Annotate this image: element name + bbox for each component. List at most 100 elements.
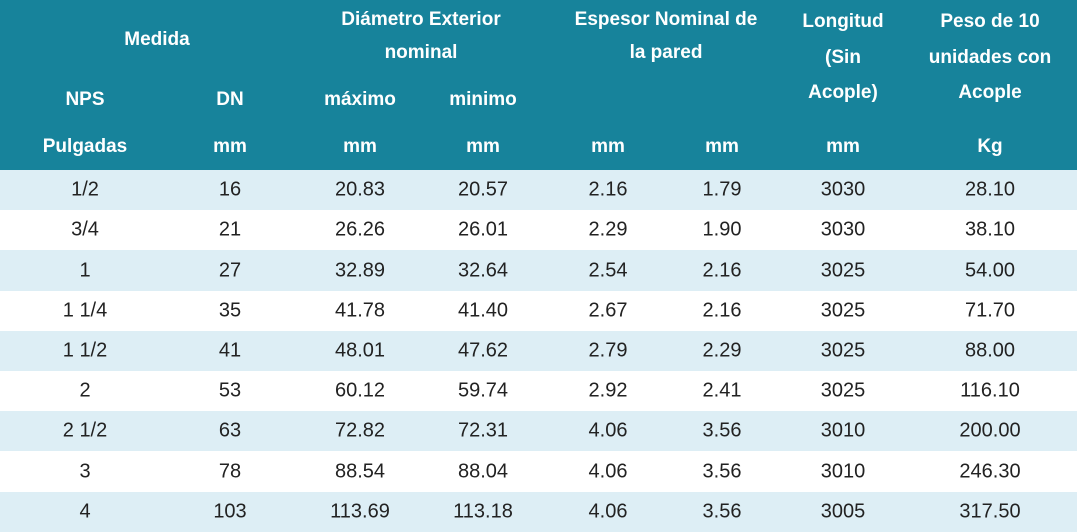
group-header: Medida [124, 29, 190, 50]
cell: 103 [213, 500, 247, 523]
cell: 72.82 [334, 419, 386, 442]
cell: 113.18 [453, 500, 513, 523]
unit-header: mm [466, 136, 500, 157]
cell: 32.89 [334, 259, 386, 281]
unit-header: Pulgadas [42, 136, 128, 157]
cell: 4 [79, 500, 91, 523]
cell: 3030 [820, 178, 866, 201]
group-header: (Sin [825, 47, 861, 68]
cell: 2.54 [588, 259, 628, 281]
cell: 246.30 [959, 460, 1021, 482]
cell: 3025 [820, 259, 866, 281]
group-header: Espesor Nominal de [574, 9, 758, 30]
group-header: la pared [629, 42, 703, 63]
cell: 21 [218, 218, 242, 241]
cell: 200.00 [959, 419, 1021, 442]
cell: 2.16 [702, 299, 742, 322]
sub-header: minimo [449, 89, 517, 110]
cell: 41 [218, 339, 242, 362]
group-header: Longitud [802, 11, 884, 32]
cell: 71.70 [964, 299, 1016, 322]
cell: 54.00 [964, 259, 1016, 281]
cell: 72.31 [457, 419, 509, 442]
table-row [0, 411, 1077, 452]
group-header: Acople) [808, 82, 878, 103]
group-header: Peso de 10 [940, 11, 1040, 32]
table-row [0, 330, 1077, 371]
sub-header: DN [216, 89, 244, 110]
cell: 3030 [820, 218, 866, 241]
cell: 4.06 [588, 419, 628, 442]
sub-header: NPS [65, 89, 105, 110]
cell: 2.41 [702, 379, 742, 402]
cell: 53 [218, 379, 242, 402]
cell: 1.79 [702, 178, 742, 201]
cell: 63 [218, 419, 242, 442]
cell: 3010 [820, 460, 866, 482]
cell: 1/2 [71, 178, 99, 201]
cell: 116.10 [960, 379, 1020, 402]
header-band [0, 0, 1077, 170]
cell: 78 [218, 460, 242, 482]
cell: 2.29 [702, 339, 742, 362]
cell: 41.40 [457, 299, 509, 322]
table-row [0, 250, 1077, 291]
cell: 2.29 [588, 218, 628, 241]
cell: 3 [79, 460, 91, 482]
unit-header: mm [705, 136, 739, 157]
cell: 20.83 [334, 178, 386, 201]
cell: 20.57 [457, 178, 509, 201]
cell: 4.06 [588, 500, 628, 523]
unit-header: Kg [977, 136, 1003, 157]
cell: 26.01 [457, 218, 509, 241]
group-header: Diámetro Exterior [341, 9, 501, 30]
cell: 3025 [820, 299, 866, 322]
group-header: nominal [384, 42, 458, 63]
unit-header: mm [343, 136, 377, 157]
unit-header: mm [826, 136, 860, 157]
cell: 2 [79, 379, 91, 402]
cell: 38.10 [964, 218, 1016, 241]
table-row [0, 170, 1077, 211]
cell: 1 [79, 259, 91, 281]
cell: 3/4 [71, 218, 99, 241]
sub-header: máximo [324, 89, 396, 110]
cell: 26.26 [334, 218, 386, 241]
group-header: Acople [958, 82, 1022, 103]
group-header: unidades con [928, 47, 1052, 68]
cell: 3.56 [702, 419, 742, 442]
cell: 88.00 [964, 339, 1016, 362]
cell: 2 1/2 [62, 419, 108, 442]
cell: 3025 [820, 339, 866, 362]
cell: 88.54 [334, 460, 386, 482]
unit-header: mm [591, 136, 625, 157]
table-row [0, 210, 1077, 251]
table-row [0, 451, 1077, 492]
cell: 3005 [820, 500, 866, 523]
cell: 88.04 [457, 460, 509, 482]
table-row [0, 290, 1077, 331]
cell: 59.74 [457, 379, 509, 402]
cell: 4.06 [588, 460, 628, 482]
cell: 41.78 [334, 299, 386, 322]
cell: 3025 [820, 379, 866, 402]
cell: 3010 [820, 419, 866, 442]
cell: 2.79 [588, 339, 628, 362]
cell: 2.16 [588, 178, 628, 201]
cell: 2.16 [702, 259, 742, 281]
cell: 3.56 [702, 500, 742, 523]
cell: 16 [218, 178, 242, 201]
cell: 3.56 [702, 460, 742, 482]
cell: 60.12 [334, 379, 386, 402]
cell: 32.64 [457, 259, 509, 281]
cell: 1 1/4 [62, 299, 108, 322]
cell: 48.01 [334, 339, 386, 362]
table-row [0, 491, 1077, 532]
unit-header: mm [213, 136, 247, 157]
cell: 2.92 [588, 379, 628, 402]
cell: 1.90 [702, 218, 742, 241]
cell: 2.67 [588, 299, 628, 322]
cell: 113.69 [330, 500, 390, 523]
cell: 1 1/2 [62, 339, 108, 362]
